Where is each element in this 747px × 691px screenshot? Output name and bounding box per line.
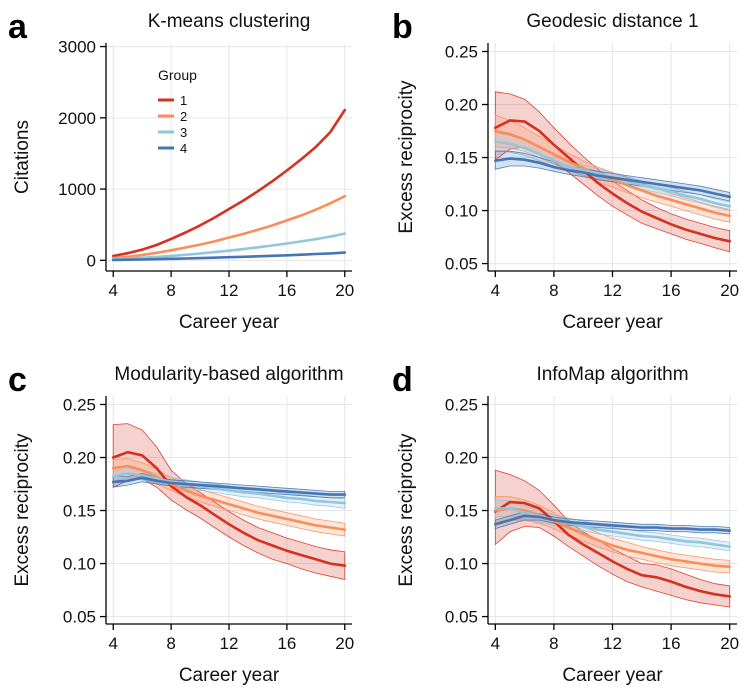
panel-label: d xyxy=(392,361,413,399)
legend-label: 4 xyxy=(180,141,187,156)
x-tick-label: 20 xyxy=(335,281,354,300)
y-tick-label: 0.15 xyxy=(63,502,96,521)
x-tick-label: 4 xyxy=(491,281,500,300)
y-tick-label: 0.05 xyxy=(445,255,478,274)
x-tick-label: 8 xyxy=(549,634,558,653)
series-line-group-4 xyxy=(111,251,347,262)
panel-c: 4 8 12 16 20 0.05 0.10 0.15 0.20 0.25 c Modularity-… xyxy=(8,361,354,686)
x-tick-label: 12 xyxy=(220,281,239,300)
series-line-group-1 xyxy=(494,119,731,243)
y-tick-label: 0.25 xyxy=(445,395,478,414)
panel-a: 4 8 12 16 20 0 1000 2000 3000 a K-means clustering… xyxy=(8,8,354,333)
legend-label: 2 xyxy=(180,109,187,124)
y-axis-label: Excess reciprocity xyxy=(396,80,417,234)
panel-d: 4 8 12 16 20 0.05 0.10 0.15 0.20 0.25 d InfoMap alg… xyxy=(392,361,739,686)
y-tick-label: 0.05 xyxy=(445,608,478,627)
y-tick-label: 0.25 xyxy=(445,42,478,61)
series-line-group-1 xyxy=(494,500,731,598)
series-line-group-4 xyxy=(494,514,731,532)
x-tick-label: 4 xyxy=(109,281,118,300)
panel-title: Modularity-based algorithm xyxy=(114,364,343,385)
series-line-group-1 xyxy=(111,108,347,258)
y-tick-label: 2000 xyxy=(58,109,96,128)
series-line-group-4 xyxy=(494,157,731,199)
y-tick-label: 0.10 xyxy=(445,202,478,221)
x-tick-label: 20 xyxy=(720,281,739,300)
panel-label: a xyxy=(8,8,28,46)
x-tick-label: 12 xyxy=(603,281,622,300)
x-tick-label: 8 xyxy=(549,281,558,300)
x-tick-label: 20 xyxy=(335,634,354,653)
ci-band-group-1 xyxy=(494,469,731,608)
y-tick-label: 3000 xyxy=(58,38,96,57)
y-tick-label: 0.20 xyxy=(445,449,478,468)
y-axis-label: Excess reciprocity xyxy=(12,433,33,587)
series-line-group-3 xyxy=(111,472,347,505)
x-axis-label: Career year xyxy=(562,312,663,333)
y-tick-label: 0 xyxy=(87,251,96,270)
y-tick-label: 0.20 xyxy=(63,449,96,468)
y-tick-label: 0.20 xyxy=(445,96,478,115)
x-tick-label: 4 xyxy=(491,634,500,653)
legend-label: 3 xyxy=(180,125,187,140)
x-tick-label: 8 xyxy=(166,634,175,653)
x-tick-label: 8 xyxy=(166,281,175,300)
series-line-group-3 xyxy=(494,507,731,548)
panel-b: 4 8 12 16 20 0.05 0.10 0.15 0.20 0.25 b Geodesic di… xyxy=(392,8,739,333)
series-line-group-1 xyxy=(111,450,347,567)
series-line-group-2 xyxy=(494,507,731,568)
panel-label: b xyxy=(392,8,413,46)
y-tick-label: 0.10 xyxy=(63,555,96,574)
panel-title: K-means clustering xyxy=(148,11,311,32)
panel-title: InfoMap algorithm xyxy=(536,364,688,385)
y-tick-label: 0.15 xyxy=(445,149,478,168)
series-line-group-2 xyxy=(494,129,731,218)
legend-title: Group xyxy=(158,67,197,83)
y-tick-label: 0.15 xyxy=(445,502,478,521)
x-tick-label: 16 xyxy=(277,281,296,300)
x-tick-label: 12 xyxy=(220,634,239,653)
y-tick-label: 0.05 xyxy=(63,608,96,627)
x-tick-label: 12 xyxy=(603,634,622,653)
series-line-group-2 xyxy=(111,464,347,531)
series-line-group-4 xyxy=(111,476,347,496)
x-tick-label: 4 xyxy=(109,634,118,653)
series-line-group-2 xyxy=(111,194,347,260)
series-line-group-3 xyxy=(111,232,347,261)
legend-label: 1 xyxy=(180,93,187,108)
x-axis-label: Career year xyxy=(179,312,280,333)
panel-title: Geodesic distance 1 xyxy=(526,11,698,32)
panel-label: c xyxy=(8,361,27,399)
x-tick-label: 16 xyxy=(662,634,681,653)
x-axis-label: Career year xyxy=(562,665,663,686)
y-tick-label: 0.10 xyxy=(445,555,478,574)
x-tick-label: 20 xyxy=(720,634,739,653)
y-axis-label: Citations xyxy=(12,120,33,194)
y-axis-label: Excess reciprocity xyxy=(396,433,417,587)
y-tick-label: 1000 xyxy=(58,180,96,199)
x-axis-label: Career year xyxy=(179,665,280,686)
x-tick-label: 16 xyxy=(277,634,296,653)
y-tick-label: 0.25 xyxy=(63,395,96,414)
x-tick-label: 16 xyxy=(662,281,681,300)
